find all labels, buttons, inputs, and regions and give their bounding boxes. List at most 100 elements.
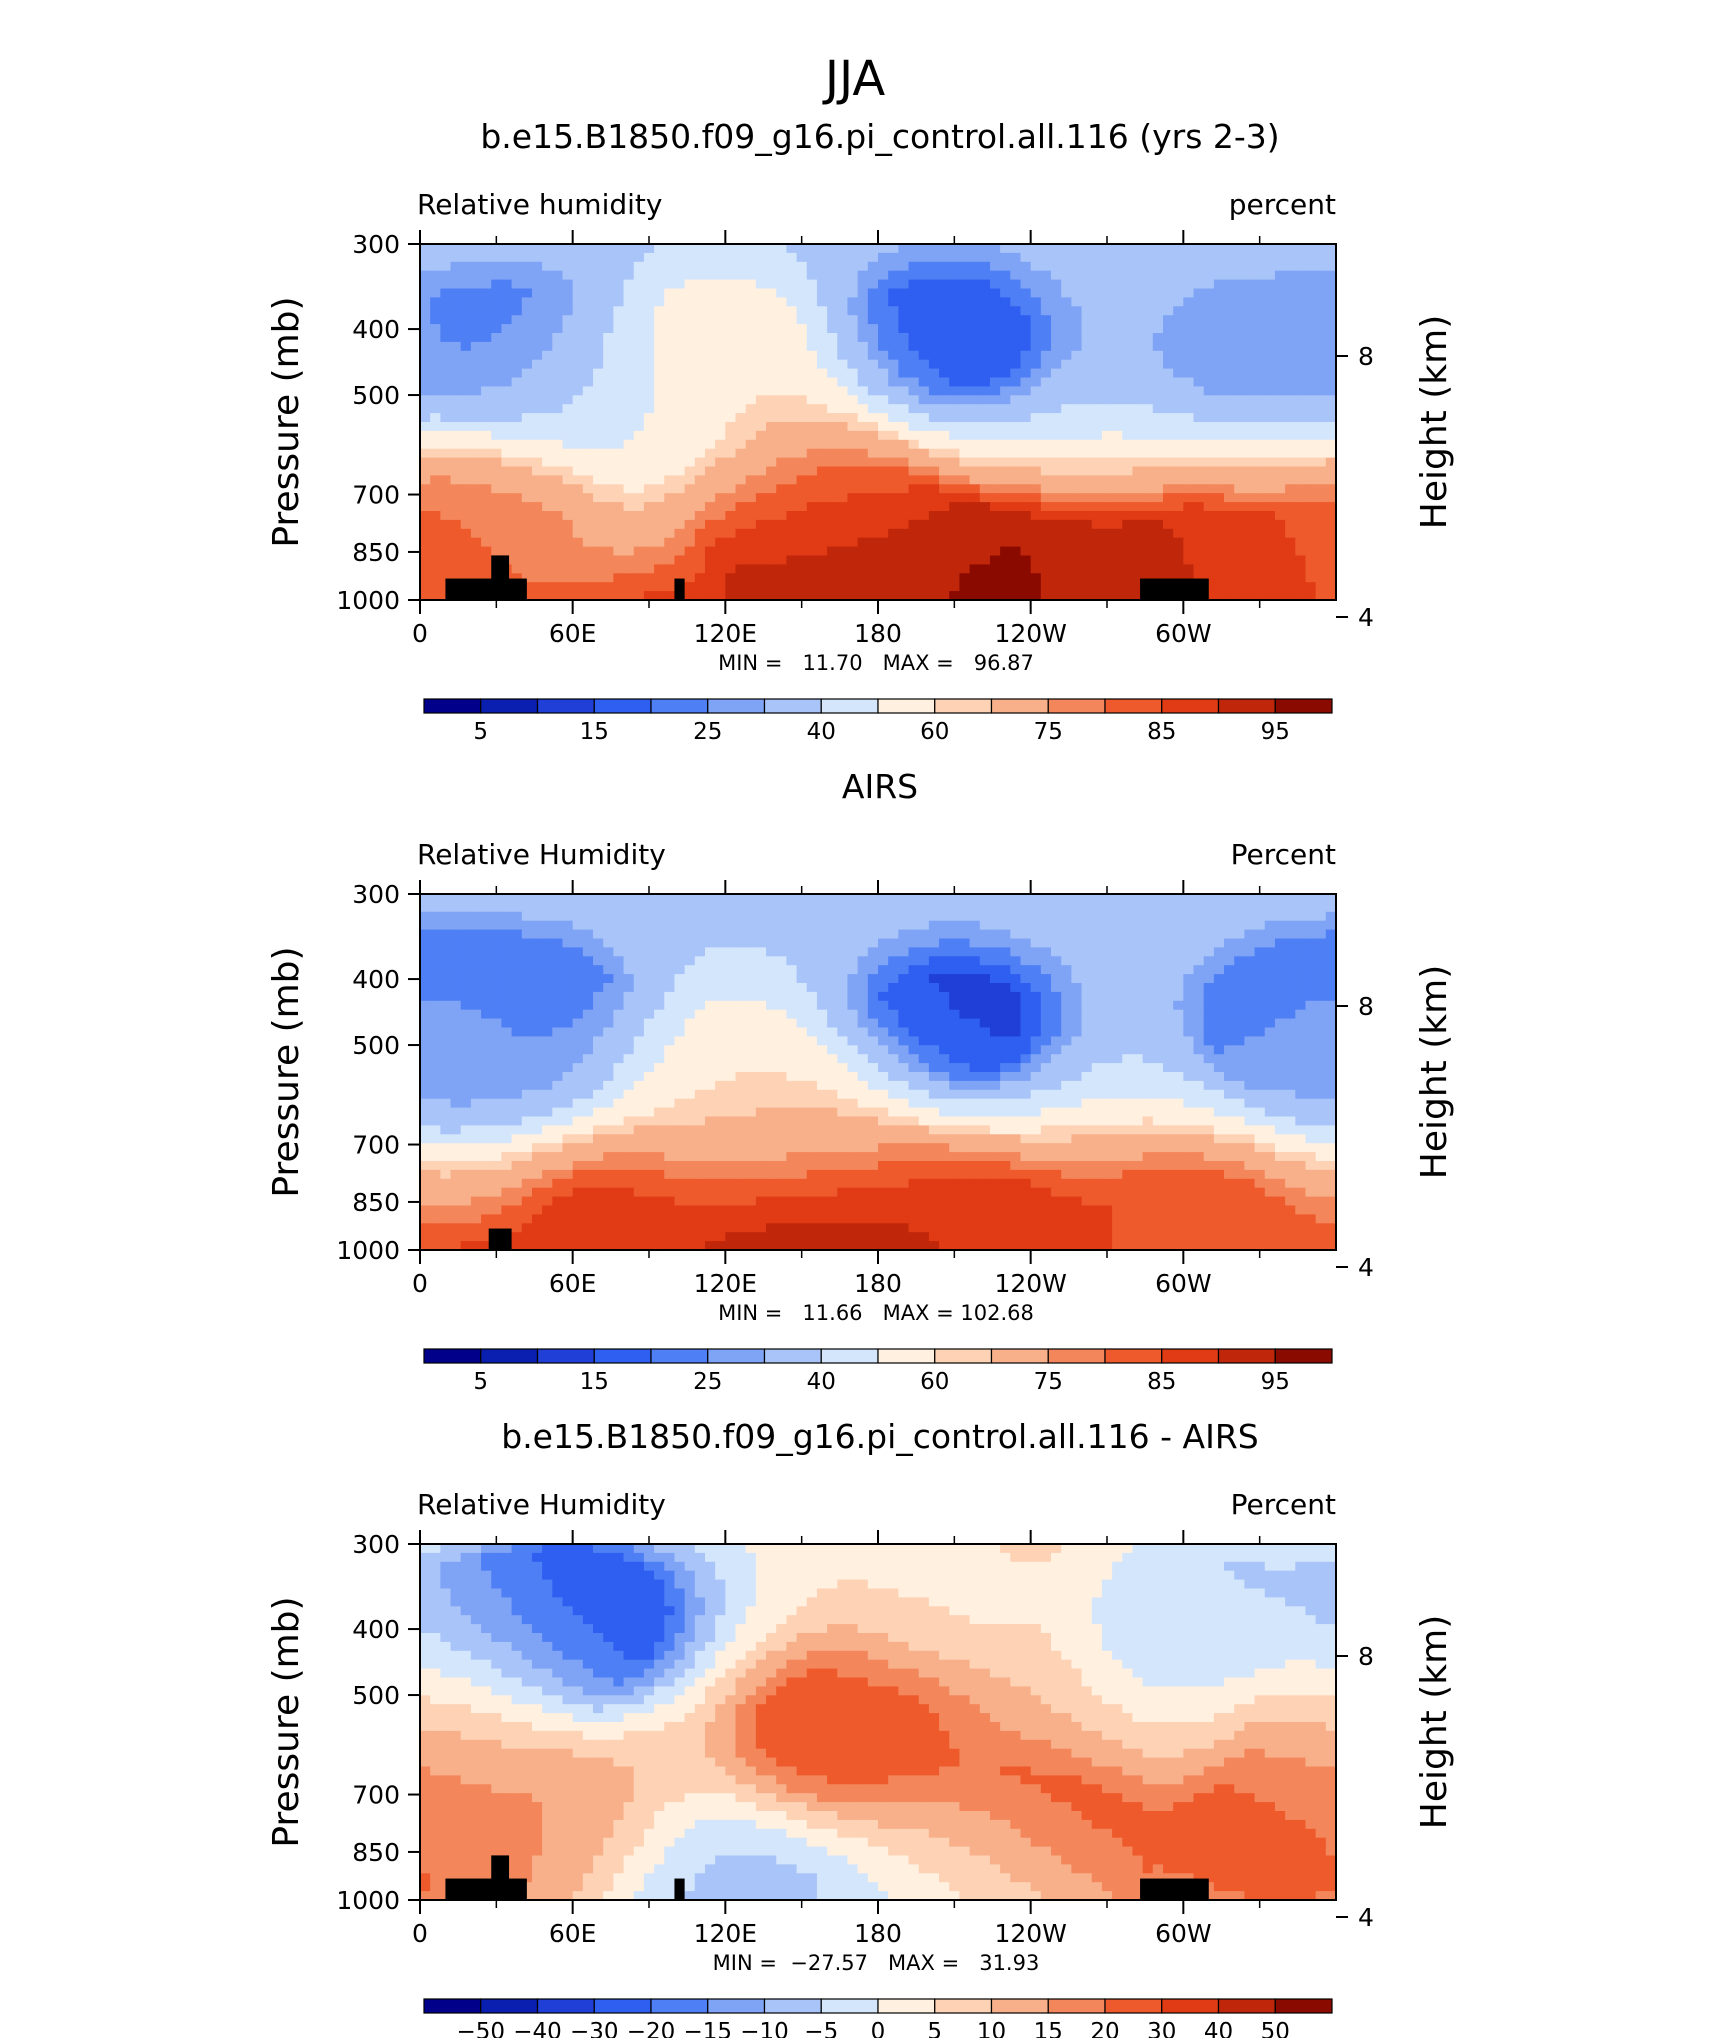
contour-cell	[654, 270, 665, 281]
contour-cell	[755, 991, 767, 1002]
contour-cell	[440, 974, 452, 984]
contour-cell	[1254, 911, 1266, 922]
contour-cell	[1213, 413, 1225, 423]
contour-cell	[1274, 315, 1286, 325]
contour-cell	[1305, 261, 1317, 272]
contour-cell	[1152, 555, 1164, 565]
contour-cell	[1030, 439, 1042, 450]
contour-cell	[542, 1009, 553, 1020]
contour-cell	[969, 974, 981, 984]
contour-cell	[1020, 244, 1032, 254]
contour-cell	[593, 564, 604, 574]
contour-cell	[643, 974, 655, 984]
contour-cell	[440, 377, 452, 387]
contour-cell	[857, 564, 869, 574]
contour-cell	[470, 511, 482, 521]
contour-cell	[969, 422, 981, 432]
contour-cell	[1132, 991, 1144, 1002]
contour-cell	[939, 983, 950, 993]
contour-cell	[1142, 555, 1154, 565]
contour-cell	[1295, 974, 1307, 984]
contour-cell	[735, 519, 747, 530]
contour-cell	[511, 288, 523, 298]
contour-cell	[908, 350, 920, 361]
contour-cell	[470, 929, 482, 940]
contour-cell	[1285, 902, 1296, 913]
contour-cell	[1101, 422, 1113, 432]
colorbar-label: 60	[920, 719, 949, 745]
contour-cell	[531, 519, 543, 530]
contour-cell	[827, 359, 838, 370]
contour-cell	[918, 324, 930, 334]
contour-cell	[694, 297, 706, 307]
contour-cell	[1285, 537, 1296, 548]
contour-cell	[888, 288, 899, 298]
contour-cell	[1020, 448, 1032, 459]
contour-cell	[898, 377, 910, 387]
contour-cell	[939, 244, 950, 254]
contour-cell	[1254, 333, 1266, 343]
contour-cell	[674, 475, 686, 485]
contour-cell	[888, 261, 899, 272]
contour-cell	[827, 315, 838, 325]
contour-cell	[1274, 519, 1286, 530]
contour-cell	[501, 938, 513, 948]
contour-cell	[521, 315, 533, 325]
contour-cell	[918, 413, 930, 423]
contour-cell	[491, 422, 503, 432]
contour-cell	[847, 422, 859, 432]
contour-cell	[521, 466, 533, 476]
contour-cell	[1305, 315, 1317, 325]
contour-cell	[1142, 983, 1154, 993]
contour-cell	[481, 894, 492, 904]
contour-cell	[806, 261, 818, 272]
contour-cell	[420, 359, 431, 370]
contour-cell	[1061, 519, 1072, 530]
contour-cell	[847, 1000, 859, 1011]
contour-cell	[715, 555, 726, 565]
contour-cell	[1173, 386, 1184, 396]
contour-cell	[654, 466, 665, 476]
contour-cell	[1183, 350, 1195, 361]
contour-cell	[552, 920, 564, 931]
contour-cell	[1162, 564, 1174, 574]
contour-cell	[1254, 511, 1266, 521]
contour-cell	[776, 261, 787, 272]
contour-cell	[959, 306, 971, 316]
contour-cell	[1193, 502, 1205, 512]
contour-cell	[1325, 350, 1336, 361]
contour-cell	[776, 564, 787, 574]
contour-cell	[1112, 475, 1123, 485]
contour-cell	[867, 564, 879, 574]
contour-cell	[1234, 439, 1245, 450]
contour-cell	[878, 991, 889, 1002]
contour-cell	[501, 422, 513, 432]
contour-cell	[1193, 324, 1205, 334]
colorbar-box	[536, 698, 595, 714]
contour-cell	[1040, 457, 1052, 468]
contour-cell	[562, 511, 574, 521]
contour-cell	[1040, 911, 1052, 922]
contour-cell	[989, 368, 1001, 379]
contour-cell	[949, 359, 961, 370]
contour-cell	[521, 511, 533, 521]
contour-cell	[481, 270, 492, 281]
contour-cell	[745, 422, 757, 432]
contour-cell	[1224, 297, 1235, 307]
contour-cell	[776, 938, 787, 948]
contour-cell	[735, 983, 747, 993]
contour-cell	[888, 894, 899, 904]
contour-cell	[888, 991, 899, 1002]
colorbar-box	[1274, 698, 1333, 714]
contour-cell	[806, 350, 818, 361]
contour-cell	[1295, 386, 1307, 396]
contour-cell	[603, 894, 614, 904]
contour-cell	[1264, 466, 1276, 476]
contour-cell	[786, 404, 798, 414]
contour-cell	[450, 484, 462, 494]
contour-cell	[511, 368, 523, 379]
contour-cell	[725, 413, 737, 423]
contour-cell	[939, 591, 950, 600]
contour-cell	[1030, 315, 1042, 325]
contour-cell	[857, 252, 869, 263]
